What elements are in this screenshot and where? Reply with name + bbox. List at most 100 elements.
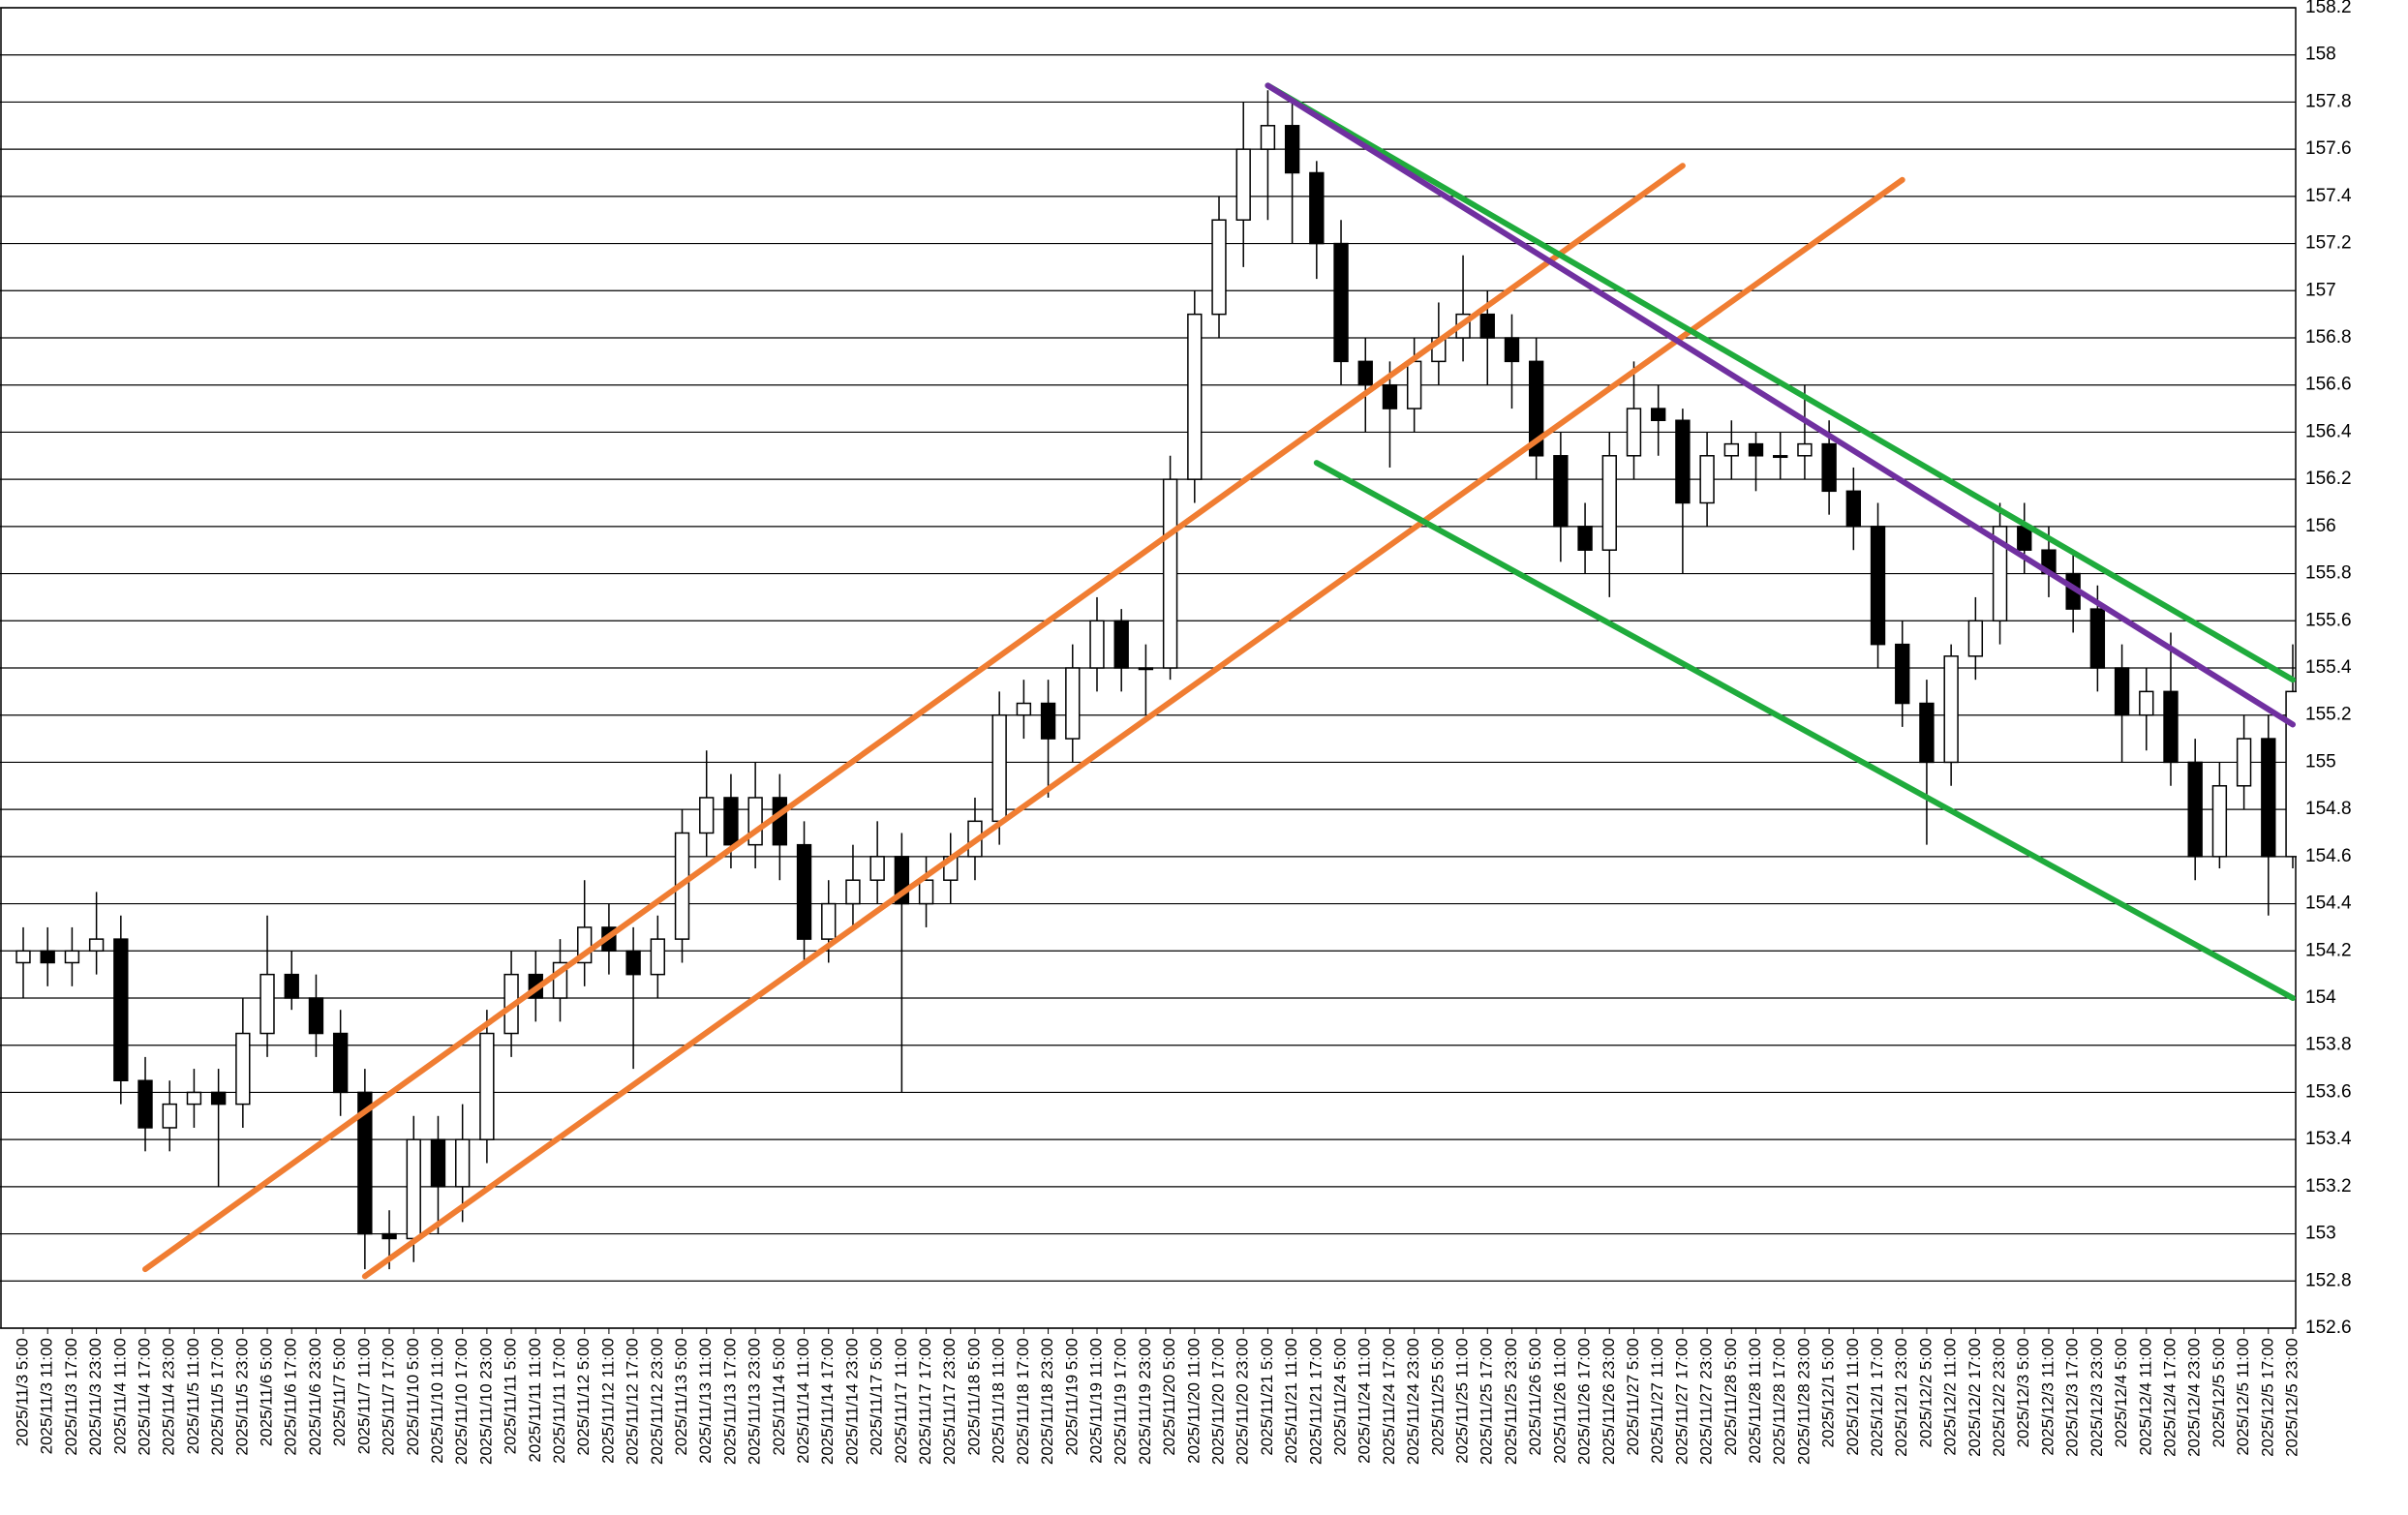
candle-body bbox=[1626, 408, 1642, 457]
trend-line bbox=[1265, 82, 2296, 683]
x-tick-label: 2025/11/3 17:00 bbox=[62, 1338, 80, 1456]
candle-body bbox=[1235, 148, 1251, 221]
x-tick-label: 2025/11/20 23:00 bbox=[1234, 1338, 1252, 1465]
candle-body bbox=[1089, 620, 1105, 669]
x-tick-label: 2025/11/17 5:00 bbox=[868, 1338, 886, 1456]
x-tick-label: 2025/11/21 5:00 bbox=[1258, 1338, 1276, 1456]
candle-body bbox=[357, 1091, 373, 1235]
y-tick-label: 156.6 bbox=[2305, 375, 2352, 395]
y-tick-label: 156.8 bbox=[2305, 327, 2352, 348]
candle-body bbox=[723, 797, 739, 846]
x-tick-label: 2025/11/17 11:00 bbox=[892, 1338, 910, 1464]
trend-line bbox=[361, 176, 1905, 1280]
candle-body bbox=[1162, 478, 1178, 669]
x-tick-label: 2025/11/18 11:00 bbox=[990, 1338, 1008, 1464]
candle-body bbox=[1113, 620, 1129, 669]
x-tick-label: 2025/11/12 5:00 bbox=[574, 1338, 593, 1456]
candle-body bbox=[15, 950, 31, 964]
x-tick-label: 2025/11/7 17:00 bbox=[380, 1338, 398, 1456]
x-tick-label: 2025/11/20 17:00 bbox=[1208, 1338, 1227, 1465]
candle-body bbox=[918, 879, 934, 905]
x-tick-label: 2025/11/3 11:00 bbox=[38, 1338, 56, 1454]
candle-body bbox=[869, 856, 885, 881]
x-tick-label: 2025/11/28 23:00 bbox=[1794, 1338, 1813, 1465]
candle-body bbox=[1992, 526, 2008, 622]
x-tick-label: 2025/11/25 5:00 bbox=[1428, 1338, 1447, 1456]
trend-line bbox=[1265, 82, 2296, 728]
y-tick-label: 155.8 bbox=[2305, 563, 2352, 584]
x-tick-label: 2025/12/3 23:00 bbox=[2088, 1338, 2106, 1457]
candle-body bbox=[1895, 643, 1910, 705]
candle-body bbox=[113, 938, 129, 1081]
x-tick-label: 2025/11/25 23:00 bbox=[1502, 1338, 1520, 1465]
x-tick-label: 2025/11/25 17:00 bbox=[1478, 1338, 1496, 1465]
candle-body bbox=[2261, 738, 2276, 858]
x-tick-label: 2025/11/19 17:00 bbox=[1112, 1338, 1130, 1465]
y-tick-label: 157.4 bbox=[2305, 186, 2352, 206]
x-tick-label: 2025/11/19 5:00 bbox=[1062, 1338, 1081, 1456]
x-tick-label: 2025/11/13 5:00 bbox=[672, 1338, 690, 1456]
y-tick-label: 157.2 bbox=[2305, 233, 2352, 254]
x-tick-label: 2025/11/19 23:00 bbox=[1136, 1338, 1154, 1465]
x-tick-label: 2025/11/7 11:00 bbox=[354, 1338, 373, 1454]
x-tick-label: 2025/11/4 11:00 bbox=[110, 1338, 129, 1454]
candle-body bbox=[1016, 702, 1032, 716]
x-tick-label: 2025/12/1 17:00 bbox=[1868, 1338, 1886, 1457]
x-tick-label: 2025/11/27 11:00 bbox=[1648, 1338, 1666, 1464]
y-tick-label: 157.6 bbox=[2305, 138, 2352, 159]
x-tick-label: 2025/11/17 23:00 bbox=[940, 1338, 959, 1465]
x-tick-label: 2025/11/20 5:00 bbox=[1160, 1338, 1178, 1456]
y-tick-label: 158 bbox=[2305, 45, 2336, 65]
candle-body bbox=[1309, 171, 1325, 245]
x-tick-label: 2025/12/2 5:00 bbox=[1916, 1338, 1935, 1447]
candle-body bbox=[381, 1232, 397, 1240]
x-tick-label: 2025/11/11 17:00 bbox=[550, 1338, 568, 1464]
x-tick-label: 2025/11/12 23:00 bbox=[648, 1338, 666, 1465]
candle-body bbox=[210, 1091, 227, 1106]
y-tick-label: 154.2 bbox=[2305, 940, 2352, 960]
x-tick-label: 2025/12/1 11:00 bbox=[1844, 1338, 1862, 1456]
x-tick-label: 2025/11/27 17:00 bbox=[1672, 1338, 1691, 1465]
x-tick-label: 2025/11/26 23:00 bbox=[1600, 1338, 1618, 1465]
x-tick-label: 2025/11/14 23:00 bbox=[842, 1338, 861, 1465]
candle-body bbox=[1870, 526, 1886, 646]
x-tick-label: 2025/12/4 23:00 bbox=[2185, 1338, 2204, 1457]
x-tick-label: 2025/11/18 23:00 bbox=[1038, 1338, 1056, 1465]
x-tick-label: 2025/11/28 5:00 bbox=[1722, 1338, 1740, 1456]
x-tick-label: 2025/11/19 11:00 bbox=[1086, 1338, 1105, 1464]
candle-body bbox=[2285, 690, 2297, 858]
candle-body bbox=[235, 1032, 251, 1106]
x-tick-label: 2025/11/25 11:00 bbox=[1453, 1338, 1472, 1464]
x-tick-label: 2025/11/21 17:00 bbox=[1306, 1338, 1325, 1465]
y-tick-label: 153.4 bbox=[2305, 1129, 2352, 1149]
trend-line bbox=[142, 163, 1686, 1273]
y-tick-label: 153.6 bbox=[2305, 1081, 2352, 1102]
candle-body bbox=[1699, 455, 1715, 504]
x-tick-label: 2025/11/24 5:00 bbox=[1331, 1338, 1350, 1456]
candle-body bbox=[64, 950, 80, 964]
x-tick-label: 2025/12/5 17:00 bbox=[2258, 1338, 2276, 1457]
candle-body bbox=[454, 1138, 471, 1188]
x-tick-label: 2025/11/28 11:00 bbox=[1746, 1338, 1764, 1464]
candle-body bbox=[2211, 785, 2228, 858]
candle-body bbox=[1797, 442, 1813, 457]
candle-body bbox=[2163, 690, 2179, 764]
candle-body bbox=[1601, 455, 1617, 551]
candle-body bbox=[1479, 313, 1495, 339]
y-tick-label: 153.8 bbox=[2305, 1035, 2352, 1055]
y-tick-label: 155.4 bbox=[2305, 657, 2352, 678]
x-tick-label: 2025/12/3 5:00 bbox=[2014, 1338, 2032, 1447]
x-tick-label: 2025/11/6 23:00 bbox=[306, 1338, 324, 1456]
x-tick-label: 2025/11/20 11:00 bbox=[1184, 1338, 1203, 1464]
y-tick-label: 152.6 bbox=[2305, 1318, 2352, 1338]
candle-body bbox=[1723, 442, 1739, 457]
x-tick-label: 2025/11/12 17:00 bbox=[624, 1338, 642, 1465]
candle-body bbox=[625, 950, 641, 976]
x-tick-label: 2025/11/6 17:00 bbox=[282, 1338, 300, 1456]
x-tick-label: 2025/11/26 5:00 bbox=[1526, 1338, 1544, 1456]
candle-body bbox=[1065, 667, 1081, 740]
x-tick-label: 2025/11/18 5:00 bbox=[964, 1338, 983, 1456]
x-tick-label: 2025/11/3 5:00 bbox=[13, 1338, 31, 1446]
candle-body bbox=[406, 1138, 421, 1240]
